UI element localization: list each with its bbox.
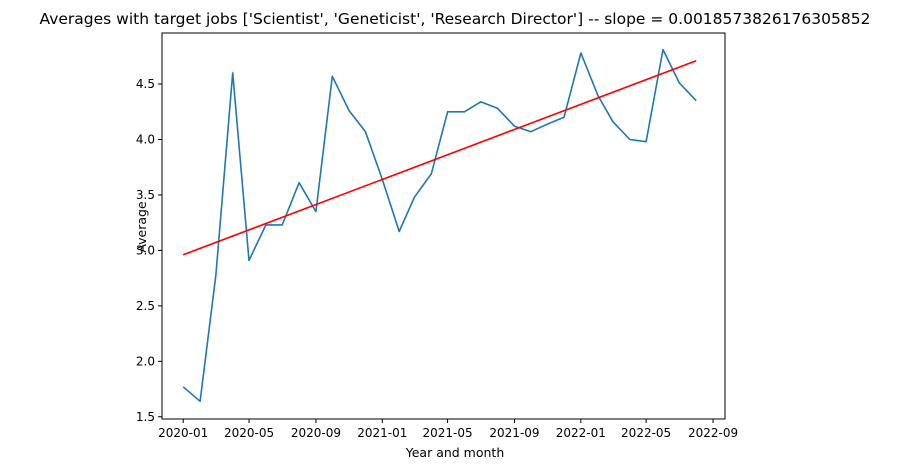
x-axis-label: Year and month: [405, 445, 505, 460]
plot-frame: [161, 32, 726, 420]
x-ticks: 2020-01 2020-05 2020-09 2021-01 2021-05 2021-…: [158, 419, 738, 440]
y-tick-label: 3.0: [136, 243, 155, 257]
y-tick-label: 4.0: [136, 132, 155, 146]
x-tick-label: 2020-09: [291, 426, 341, 440]
series-layer: [182, 48, 697, 403]
series-line-1: [182, 48, 697, 403]
x-tick-label: 2020-05: [224, 426, 274, 440]
x-tick-label: 2022-05: [621, 426, 671, 440]
y-tick-label: 2.0: [136, 354, 155, 368]
series-line-2: [182, 59, 697, 256]
y-tick-label: 1.5: [136, 410, 155, 424]
x-tick-label: 2020-01: [158, 426, 208, 440]
x-tick-label: 2022-01: [556, 426, 606, 440]
y-tick-label: 3.5: [136, 188, 155, 202]
x-tick-label: 2021-01: [357, 426, 407, 440]
y-tick-label: 2.5: [136, 299, 155, 313]
y-axis-label: Average: [134, 201, 149, 253]
y-tick-label: 4.5: [136, 77, 155, 91]
chart-title: Averages with target jobs ['Scientist', …: [40, 10, 871, 28]
x-tick-label: 2022-09: [688, 426, 738, 440]
x-tick-label: 2021-05: [423, 426, 473, 440]
y-ticks: 1.5 2.0 2.5 3.0 3.5 4.0 4.5: [136, 77, 162, 424]
x-tick-label: 2021-09: [489, 426, 539, 440]
